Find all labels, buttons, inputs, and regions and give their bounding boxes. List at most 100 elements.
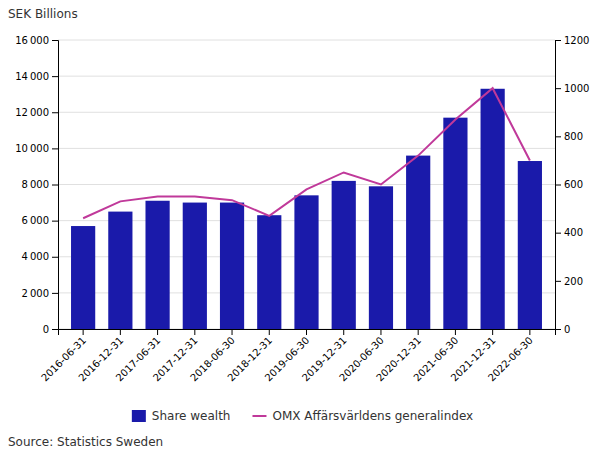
tick-label: 400 [564,227,583,238]
tick-mark [52,221,58,222]
bar [108,212,132,329]
grid-line [58,112,555,113]
marks [71,88,542,329]
tick-label: 8 000 [22,179,49,190]
tick-mark [555,233,561,234]
tick-mark [555,185,561,186]
bar [145,201,169,329]
tick-mark [529,329,530,335]
bar [220,203,244,329]
axis-line [556,41,562,330]
legend-label: OMX Affärsvärldens generalindex [272,409,473,423]
tick-mark [555,281,561,282]
tick: 600 [555,179,583,190]
tick-label: 2022-06-30 [486,335,535,384]
tick-mark [83,329,84,335]
tick-mark [492,329,493,335]
tick-mark [52,76,58,77]
y-axis: 0 2 000 4 000 6 000 8 000 10 000 12 000 14 000 1… [15,35,58,335]
tick: 12 000 [15,107,58,118]
tick: 0 [43,324,58,335]
tick: 8 000 [22,179,58,190]
tick-mark [52,257,58,258]
line [83,88,530,218]
bar [369,186,393,329]
tick-label: 10 000 [15,143,49,154]
tick-mark [418,329,419,335]
tick-label: 12 000 [15,107,49,118]
tick: 400 [555,227,583,238]
grid-line [58,76,555,77]
tick-mark [343,329,344,335]
bar-series [71,89,542,329]
tick: 10 000 [15,143,58,154]
tick: 1200 [555,35,589,46]
tick-mark [120,329,121,335]
bar [257,215,281,329]
tick-label: 0 [564,324,570,335]
tick-label: 14 000 [15,71,49,82]
tick-label: 800 [564,131,583,142]
grid [58,40,555,329]
bar [406,156,430,329]
tick-mark [157,329,158,335]
axis-line [59,330,556,336]
tick-mark [555,88,561,89]
tick-label: 2 000 [22,288,49,299]
legend-label: Share wealth [152,409,231,423]
tick-mark [194,329,195,335]
tick-mark [52,148,58,149]
tick: 200 [555,276,583,287]
tick-label: 1000 [564,83,589,94]
plot-area: 0 2 000 4 000 6 000 8 000 10 000 12 000 14 000 1… [15,35,589,384]
tick-mark [380,329,381,335]
grid-line [58,40,555,41]
tick-mark [555,40,561,41]
tick-mark [232,329,233,335]
tick: 0 [555,324,570,335]
tick-mark [52,40,58,41]
tick-label: 600 [564,179,583,190]
legend-item: OMX Affärsvärldens generalindex [252,409,473,423]
y-axis-label: SEK Billions [8,7,78,21]
tick-label: 16 000 [15,35,49,46]
bar [71,226,95,329]
tick-mark [52,185,58,186]
chart: 0 2 000 4 000 6 000 8 000 10 000 12 000 14 000 1… [0,0,605,454]
axis-line [52,41,59,330]
bar [183,203,207,329]
y2-axis: 0 200 400 600 800 1000 1200 [555,35,589,335]
tick: 6 000 [22,215,58,226]
tick-mark [52,293,58,294]
legend-swatch [132,410,146,422]
bar [518,161,542,329]
tick-mark [269,329,270,335]
tick-mark [52,329,58,330]
tick: 2 000 [22,288,58,299]
tick-label: 4 000 [22,251,49,262]
bar [294,195,318,329]
tick-label: 0 [43,324,49,335]
tick: 16 000 [15,35,58,46]
x-axis: 2016-06-312016-12-312017-06-312017-12-31… [39,329,555,384]
tick-mark [306,329,307,335]
tick: 4 000 [22,251,58,262]
tick: 14 000 [15,71,58,82]
tick-label: 1200 [564,35,589,46]
tick-mark [52,112,58,113]
annotation: Source: Statistics Sweden [8,435,163,449]
tick-mark [555,136,561,137]
bar [443,118,467,329]
legend-swatch [252,415,266,417]
grid-line [58,148,555,149]
tick-mark [455,329,456,335]
bar [332,181,356,329]
tick: 800 [555,131,583,142]
bar [481,89,505,329]
legend-item: Share wealth [132,409,231,423]
legend: Share wealth OMX Affärsvärldens generalin… [132,409,473,423]
tick-label: 200 [564,276,583,287]
tick-label: 6 000 [22,215,49,226]
tick: 2022-06-30 [486,329,535,384]
grid-line [58,184,555,185]
